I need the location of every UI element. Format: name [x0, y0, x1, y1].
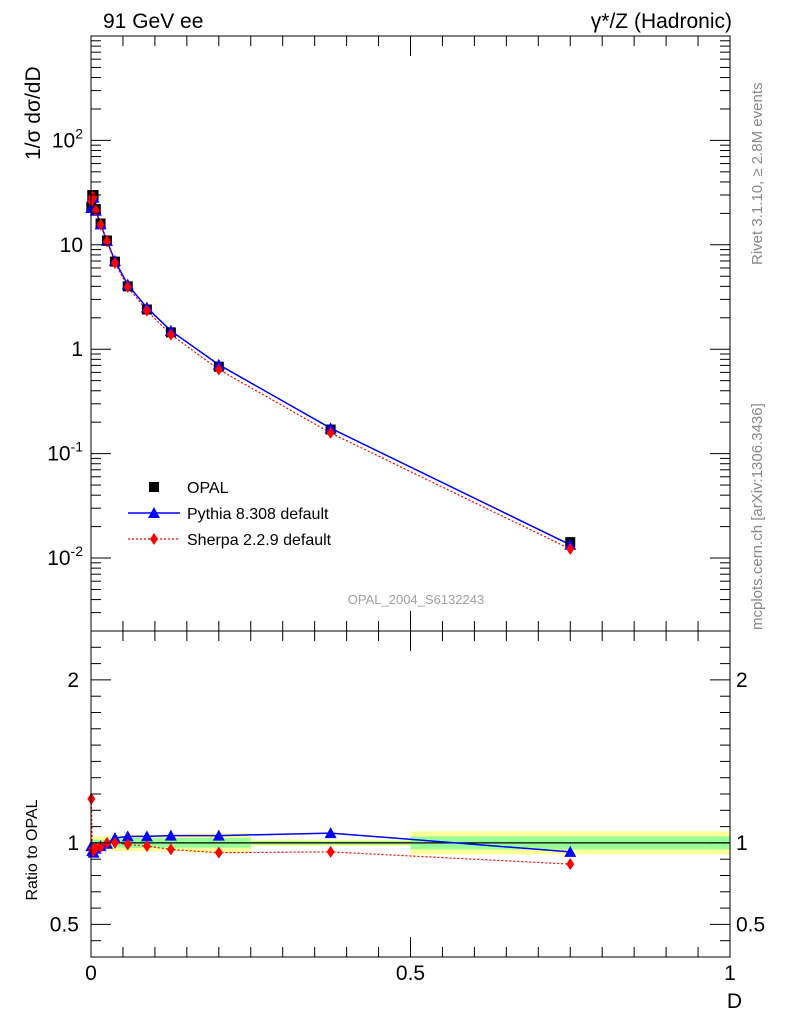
ratio-point-1-4 [96, 840, 105, 853]
main-axes: 10-2 10-1 1 10 102 [47, 35, 731, 632]
ratio-point-1-10 [214, 846, 223, 859]
ratio-point-1-12 [566, 858, 575, 871]
main-ytick-label: 10-2 [47, 543, 83, 570]
legend-label-2: Sherpa 2.2.9 default [187, 532, 332, 549]
ratio-y-axis-label: Ratio to OPAL [24, 799, 41, 900]
ratio-ytick-label-left: 0.5 [50, 913, 79, 936]
title-left: 91 GeV ee [103, 10, 203, 33]
ratio-point-1-3 [91, 841, 100, 854]
main-series-layer [85, 189, 577, 556]
main-ytick-label: 10-1 [47, 439, 83, 466]
main-point-2-6 [110, 256, 119, 269]
ratio-ytick-label-right: 2 [736, 669, 748, 692]
main-ytick-label: 10 [60, 234, 83, 257]
ratio-series-layer [85, 792, 577, 871]
main-y-axis-label: 1/σ dσ/dD [22, 66, 45, 160]
legend-marker-1 [148, 507, 160, 518]
main-point-2-8 [142, 304, 151, 317]
ratio-frame [90, 630, 731, 958]
x-tick-label: 1 [724, 962, 736, 985]
x-axis-label: D [727, 990, 742, 1013]
ratio-point-1-6 [110, 836, 119, 849]
ratio-axes: 0.5 0.5 1 1 2 2 0 0.5 1 [50, 630, 765, 985]
main-series-line-1 [90, 196, 571, 546]
legend-marker-2 [150, 533, 158, 545]
mcplots-reference-text: mcplots.cern.ch [arXiv:1306.3436] [749, 403, 766, 630]
ratio-ytick-label-right: 1 [736, 832, 748, 855]
ratio-point-0-12 [564, 845, 577, 857]
main-point-2-9 [166, 328, 175, 341]
main-series-line-2 [90, 195, 571, 550]
ratio-point-0-11 [324, 827, 337, 839]
ratio-point-0-9 [164, 829, 177, 841]
x-tick-label: 0 [85, 962, 97, 985]
ratio-ytick-label-right: 0.5 [736, 913, 765, 936]
x-tick-label: 0.5 [396, 962, 425, 985]
ratio-point-0-8 [140, 830, 153, 842]
ratio-point-0-10 [212, 829, 225, 841]
main-ytick-label: 1 [71, 338, 83, 361]
legend-label-0: OPAL [187, 480, 229, 497]
title-right: γ*/Z (Hadronic) [591, 10, 732, 33]
legend-marker-0 [149, 482, 159, 492]
main-point-2-11 [326, 426, 335, 439]
ratio-point-1-8 [142, 840, 151, 853]
main-point-2-2 [89, 191, 98, 204]
ratio-ytick-label-left: 2 [67, 669, 79, 692]
ratio-point-1-7 [123, 838, 132, 851]
main-point-2-4 [96, 218, 105, 231]
ratio-point-1-11 [326, 845, 335, 858]
ratio-ytick-label-left: 1 [67, 832, 79, 855]
main-point-2-7 [123, 280, 132, 293]
main-point-2-10 [214, 363, 223, 376]
main-point-2-12 [566, 543, 575, 556]
ratio-point-1-9 [166, 843, 175, 856]
analysis-watermark: OPAL_2004_S6132243 [348, 592, 484, 607]
main-panel: OPAL_2004_S6132243 [348, 592, 484, 607]
ratio-point-0-7 [121, 830, 134, 842]
main-ytick-label: 102 [52, 125, 83, 152]
legend-label-1: Pythia 8.308 default [187, 506, 329, 523]
legend: OPAL Pythia 8.308 default Sherpa 2.2.9 def… [128, 480, 332, 549]
rivet-version-text: Rivet 3.1.10, ≥ 2.8M events [749, 83, 766, 266]
